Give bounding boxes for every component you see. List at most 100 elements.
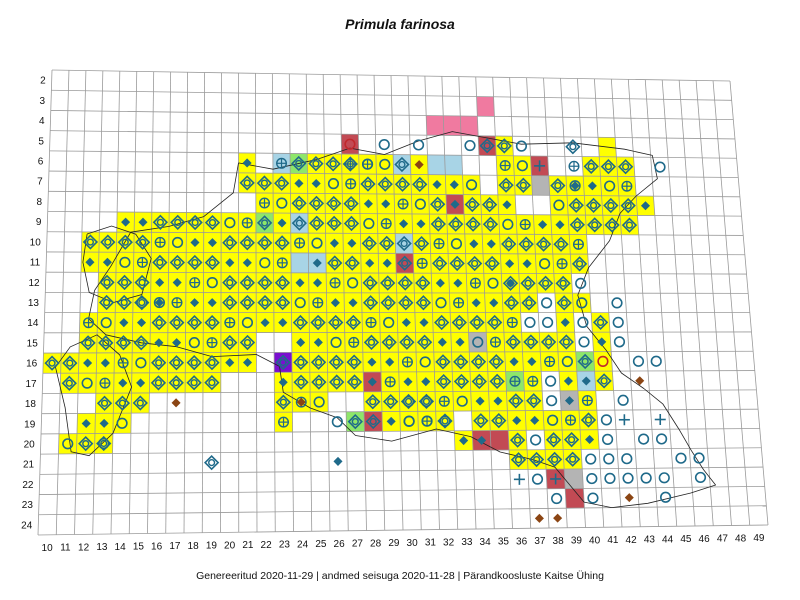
grid-line bbox=[627, 79, 659, 527]
occurrence-marker bbox=[522, 259, 532, 269]
circle-icon bbox=[279, 398, 287, 406]
occurrence-marker bbox=[545, 432, 562, 448]
cell-fill bbox=[98, 232, 117, 253]
diamond-outline-icon bbox=[293, 374, 309, 390]
diamond-outline-icon bbox=[509, 432, 526, 448]
circle-icon bbox=[577, 316, 589, 329]
cell-fill bbox=[397, 332, 416, 353]
occurrence-marker bbox=[329, 238, 339, 248]
diamond-outline-icon bbox=[309, 215, 325, 231]
occurrence-marker bbox=[203, 454, 220, 471]
diamond-outline-icon bbox=[274, 175, 290, 191]
cell-fill bbox=[42, 353, 62, 374]
circle-icon bbox=[416, 180, 424, 189]
occurrence-marker bbox=[412, 176, 428, 193]
circle-icon bbox=[387, 398, 395, 406]
circle-icon bbox=[401, 279, 409, 287]
cell-fill bbox=[411, 194, 430, 215]
occurrence-marker bbox=[344, 138, 356, 150]
circle-icon bbox=[118, 399, 127, 407]
cell-fill bbox=[185, 332, 204, 353]
y-tick-label: 15 bbox=[27, 338, 39, 349]
circle-icon bbox=[243, 179, 251, 187]
diamond-outline-icon bbox=[311, 374, 327, 390]
circle-icon bbox=[367, 299, 375, 307]
grid-line bbox=[49, 150, 737, 159]
circle-icon bbox=[350, 378, 359, 386]
cell-fill bbox=[379, 292, 398, 313]
cell-fill bbox=[377, 233, 396, 254]
cell-fill bbox=[290, 252, 309, 273]
grid-line bbox=[458, 76, 477, 530]
occurrence-marker bbox=[222, 294, 238, 311]
grid-line bbox=[40, 447, 762, 455]
occurrence-marker bbox=[275, 394, 292, 410]
cell-fill bbox=[413, 273, 432, 293]
cell-fill bbox=[274, 352, 292, 373]
occurrence-marker bbox=[611, 297, 623, 309]
circle-icon bbox=[369, 417, 377, 426]
diamond-outline-icon bbox=[617, 159, 634, 175]
circle-icon bbox=[243, 279, 251, 287]
occurrence-marker bbox=[274, 295, 291, 311]
diamond-icon bbox=[277, 218, 287, 228]
circle-icon bbox=[561, 355, 573, 368]
grid-line bbox=[37, 69, 53, 536]
occurrence-marker bbox=[328, 354, 345, 370]
organization-name: Pärandkoosluste Kaitse Ühing bbox=[463, 570, 604, 582]
occurrence-marker bbox=[365, 394, 381, 410]
x-tick-label: 40 bbox=[589, 535, 601, 546]
circle-icon bbox=[468, 200, 476, 209]
y-tick-label: 12 bbox=[28, 278, 40, 289]
occurrence-marker bbox=[416, 334, 433, 350]
diamond-icon bbox=[136, 318, 147, 328]
occurrence-marker bbox=[362, 275, 378, 291]
cell-fill bbox=[490, 430, 510, 451]
occurrence-marker bbox=[257, 275, 273, 291]
diamond-outline-icon bbox=[346, 354, 362, 370]
x-tick-label: 39 bbox=[571, 536, 583, 547]
circle-icon bbox=[434, 220, 442, 228]
cell-fill bbox=[256, 272, 274, 293]
x-tick-label: 27 bbox=[352, 539, 364, 550]
occurrence-marker bbox=[553, 199, 565, 211]
x-tick-label: 21 bbox=[242, 540, 254, 551]
occurrence-marker bbox=[450, 199, 460, 209]
diamond-outline-icon bbox=[115, 335, 132, 351]
circle-icon bbox=[82, 440, 90, 448]
occurrence-marker bbox=[222, 334, 238, 351]
circle-icon bbox=[650, 355, 662, 367]
circle-icon bbox=[455, 318, 463, 327]
diamond-outline-icon bbox=[432, 255, 448, 272]
circle-icon bbox=[624, 202, 632, 210]
diamond-outline-icon bbox=[604, 217, 620, 233]
occurrence-marker bbox=[169, 254, 186, 271]
grid-line bbox=[37, 524, 769, 536]
cell-fill bbox=[362, 332, 381, 353]
circle-icon bbox=[575, 260, 584, 268]
occurrence-marker bbox=[151, 355, 167, 371]
circle-icon bbox=[434, 200, 442, 208]
y-tick-label: 16 bbox=[26, 359, 38, 370]
circle-icon bbox=[365, 239, 373, 247]
cell-fill bbox=[149, 372, 168, 393]
cell-fill bbox=[462, 174, 481, 195]
diamond-outline-icon bbox=[61, 375, 77, 391]
cell-fill bbox=[430, 253, 449, 274]
occurrence-marker bbox=[379, 235, 395, 252]
occurrence-marker bbox=[435, 297, 447, 309]
diamond-outline-icon bbox=[347, 413, 363, 430]
occurrence-marker bbox=[433, 238, 445, 250]
circle-icon bbox=[398, 160, 406, 169]
grid-line bbox=[45, 271, 747, 275]
occupied-cells-layer bbox=[42, 96, 655, 509]
occurrence-marker bbox=[617, 159, 634, 175]
diamond-outline-icon bbox=[360, 176, 376, 192]
diamond-outline-icon bbox=[585, 197, 602, 214]
occurrence-marker bbox=[171, 398, 181, 408]
diamond-icon bbox=[522, 259, 532, 269]
cell-fill bbox=[95, 393, 114, 414]
diamond-outline-icon bbox=[377, 176, 393, 192]
occurrence-marker bbox=[414, 198, 426, 210]
cell-fill bbox=[115, 272, 134, 293]
